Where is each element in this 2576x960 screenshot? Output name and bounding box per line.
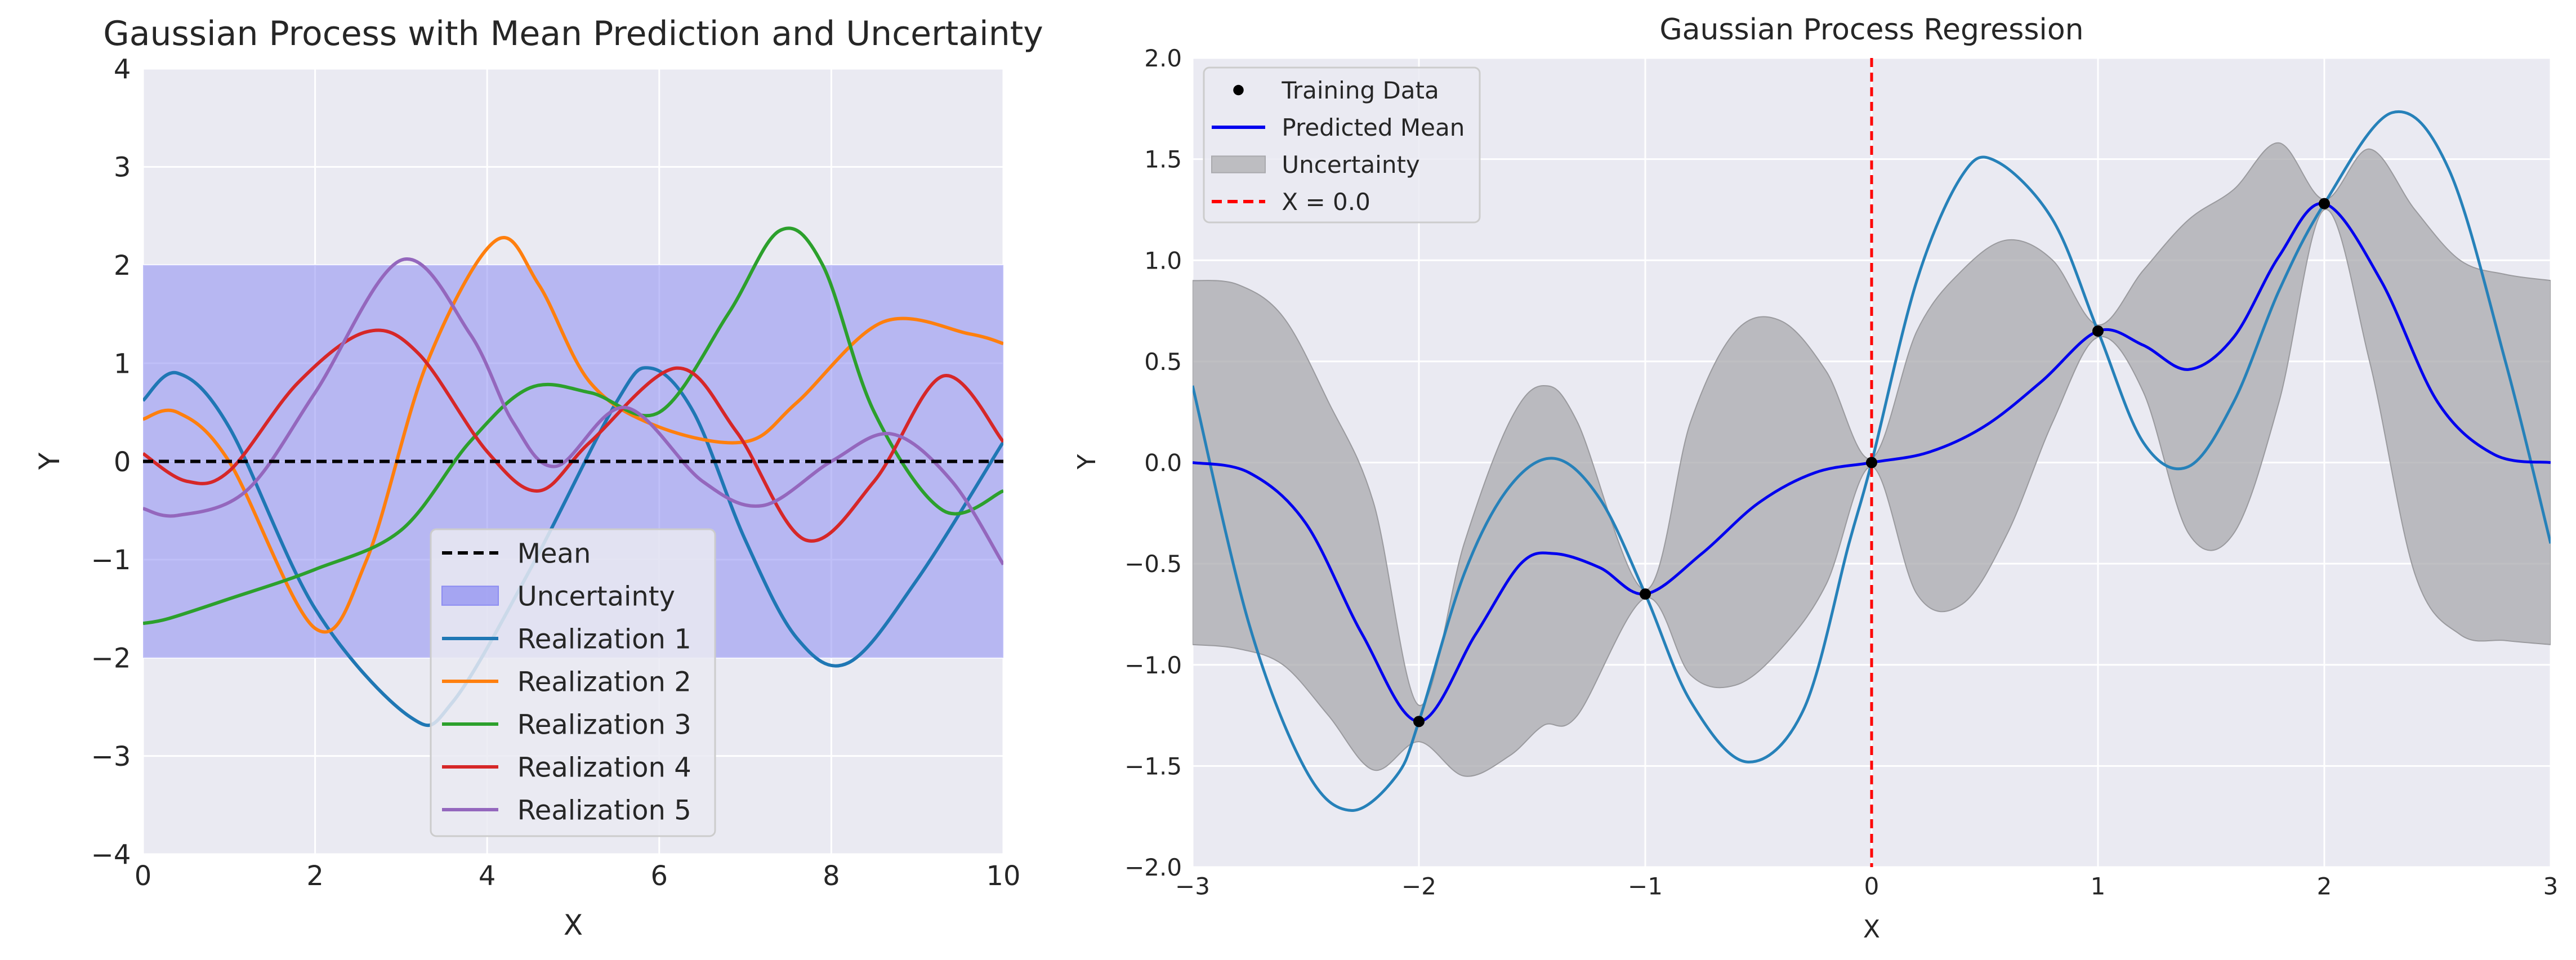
y-tick-label-1: −1.5 [1124,752,1182,780]
legend-realization-3-label: Realization 3 [517,709,691,740]
x-tick-label-1: 2 [306,860,324,892]
x-tick-label-3: 6 [651,860,668,892]
training-point-3 [2092,325,2104,337]
legend-realization-4-label: Realization 4 [517,752,691,783]
legend-training-data-swatch [1233,84,1244,96]
y-tick-label-5: 0.5 [1144,348,1182,376]
series-realization-3 [143,226,1003,626]
chart-left-xlabel: X [564,909,583,941]
training-point-2 [1866,457,1877,468]
y-tick-label-8: 2.0 [1144,44,1182,72]
x-tick-label-1: −2 [1401,872,1436,900]
x-tick-label-2: 4 [479,860,496,892]
chart-right-xlabel: X [1863,915,1880,944]
chart-right-title: Gaussian Process Regression [1659,13,2083,47]
legend-uncertainty-swatch [1211,155,1266,173]
y-tick-label-7: 1.5 [1144,146,1182,173]
y-tick-label-4: 0 [114,446,131,478]
y-tick-label-3: −0.5 [1124,550,1182,578]
legend-realization-2-label: Realization 2 [517,666,691,698]
y-tick-label-8: 4 [114,53,131,85]
x-tick-label-4: 8 [823,860,840,892]
y-tick-label-3: −1 [91,544,131,576]
chart-left-series [143,226,1003,727]
series-realization-1 [143,366,1003,727]
y-tick-label-5: 1 [114,348,131,379]
x-tick-label-6: 3 [2543,872,2559,900]
x-tick-label-0: 0 [135,860,152,892]
series-realization-2 [143,236,1003,634]
y-tick-label-0: −4 [91,839,131,870]
chart-right-x-ticks: −3 −2 −1 0 1 2 3 [1175,872,2558,900]
series-sample-function [1193,110,2551,812]
y-tick-label-6: 2 [114,250,131,282]
y-tick-label-6: 1.0 [1144,247,1182,274]
y-tick-label-2: −2 [91,643,131,675]
series-realization-4 [143,328,1003,543]
legend-training-data-label: Training Data [1281,77,1439,104]
chart-left-x-ticks: 0 2 4 6 8 10 [135,860,1021,892]
chart-right-legend-box [1203,66,1481,224]
y-tick-label-4: 0.0 [1144,449,1182,477]
x-tick-label-5: 2 [2317,872,2332,900]
chart-left-legend: Mean Uncertainty Realization 1 Realization … [430,528,716,837]
x-tick-label-5: 10 [986,860,1020,892]
x-tick-label-2: −1 [1628,872,1663,900]
y-tick-label-0: −2.0 [1124,854,1182,881]
chart-right: Gaussian Process Regression −3 −2 −1 0 1 2 3 −… [1073,13,2558,944]
chart-left-ylabel: Y [33,452,66,470]
x-tick-label-3: 0 [1864,872,1879,900]
training-point-4 [2319,198,2330,209]
chart-left: Gaussian Process with Mean Prediction an… [33,14,1043,941]
series-realization-5 [143,257,1003,566]
training-point-1 [1640,588,1651,600]
training-point-0 [1413,716,1425,727]
chart-right-legend: Training Data Predicted Mean Uncertainty X … [1203,66,1481,224]
chart-left-legend-box [430,528,716,837]
chart-left-title: Gaussian Process with Mean Prediction an… [103,14,1043,53]
x-tick-label-4: 1 [2091,872,2106,900]
y-tick-label-1: −3 [91,741,131,773]
legend-x-0-0-label: X = 0.0 [1282,188,1370,216]
legend-uncertainty-label: Uncertainty [1282,151,1419,178]
chart-right-y-ticks: −2.0 −1.5 −1.0 −0.5 0.0 0.5 1.0 1.5 2.0 [1124,44,1182,881]
chart-left-y-ticks: −4 −3 −2 −1 0 1 2 3 4 [91,53,131,870]
legend-realization-5-label: Realization 5 [517,794,691,826]
legend-uncertainty-label: Uncertainty [517,581,675,612]
legend-uncertainty-swatch [441,586,499,606]
legend-realization-1-label: Realization 1 [517,623,691,655]
legend-mean-label: Mean [517,538,591,569]
y-tick-label-7: 3 [114,152,131,184]
y-tick-label-2: −1.0 [1124,651,1182,679]
chart-right-ylabel: Y [1073,454,1101,470]
x-tick-label-0: −3 [1175,872,1210,900]
chart-right-training-points [1413,198,2330,727]
legend-predicted-mean-label: Predicted Mean [1282,114,1465,141]
